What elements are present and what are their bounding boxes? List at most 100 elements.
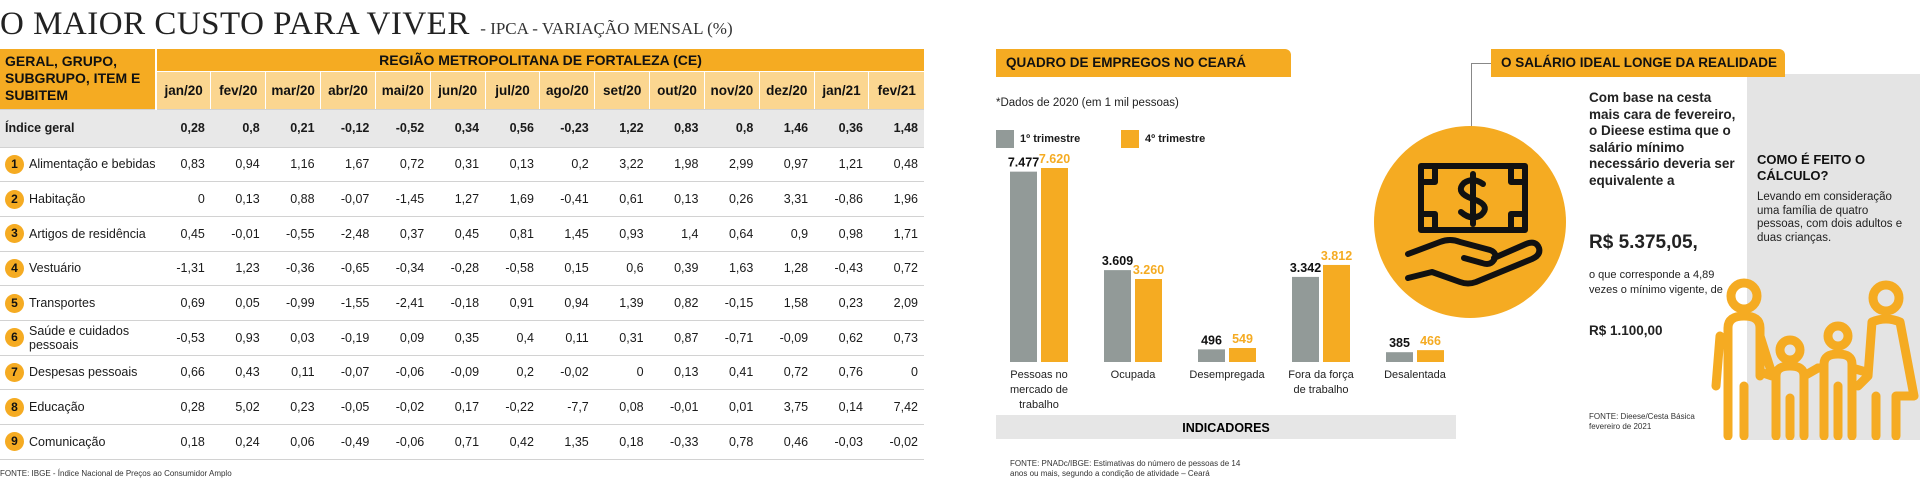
table-cell: 0,73 [868, 320, 924, 356]
bar-q4 [1229, 348, 1256, 362]
table-cell: 0,46 [759, 424, 815, 460]
table-cell: -2,48 [320, 216, 376, 252]
legend-item-q1: 1º trimestre [996, 130, 1080, 148]
table-cell: -0,58 [485, 251, 540, 287]
table-cell: 1,71 [868, 216, 924, 252]
table-cell: -0,15 [704, 285, 760, 321]
table-cell: -0,02 [375, 389, 431, 425]
month-header: set/20 [594, 71, 650, 110]
category-label: de trabalho [1293, 384, 1348, 396]
table-row: 8 Educação 0,28 5,02 0,23 -0,05 -0,02 0,17 -0,22… [0, 389, 924, 425]
table-cell: 0 [156, 181, 211, 217]
table-cell: -0,01 [210, 216, 266, 252]
month-header: fev/21 [868, 71, 924, 110]
table-cell: 7,42 [868, 389, 924, 425]
table-cell: 0,18 [156, 424, 211, 460]
adult-left-head [1726, 278, 1762, 314]
row-label: Despesas pessoais [29, 365, 138, 380]
month-header: jan/21 [813, 71, 869, 110]
salary-ideal-value: R$ 5.375,05, [1589, 232, 1698, 253]
table-cell: 1,46 [759, 109, 815, 148]
table-cell: 0,26 [704, 181, 760, 217]
row-number-badge: 5 [5, 293, 24, 313]
table-cell: -0,71 [704, 320, 760, 356]
table-cell: 1,23 [210, 251, 266, 287]
row-label-cell: 1 Alimentação e bebidas [0, 147, 157, 183]
table-cell: -0,01 [649, 389, 705, 425]
employment-note: *Dados de 2020 (em 1 mil pessoas) [996, 97, 1179, 109]
legend-label-q4: 4º trimestre [1145, 132, 1206, 145]
month-header: nov/20 [703, 71, 760, 110]
employment-title: QUADRO DE EMPREGOS NO CEARÁ [996, 49, 1291, 77]
table-cell: 0,45 [156, 216, 211, 252]
table-cell: 0,36 [814, 109, 869, 148]
table-cell: 0,56 [485, 109, 540, 148]
month-header: jul/20 [484, 71, 540, 110]
category-label: mercado de [1010, 384, 1068, 396]
bar-value-label: 496 [1201, 333, 1222, 347]
table-cell: 0,2 [539, 147, 595, 183]
month-header: mai/20 [374, 71, 431, 110]
title-main: O MAIOR CUSTO PARA VIVER [0, 6, 470, 42]
table-cell: -0,06 [375, 355, 431, 391]
table-cell: -0,43 [814, 251, 869, 287]
connector-line [1471, 63, 1472, 146]
table-cell: 1,48 [868, 109, 924, 148]
table-cell: -1,55 [320, 285, 376, 321]
table-row: 6 Saúde e cuidados pessoais -0,53 0,93 0,03-… [0, 320, 924, 356]
table-cell: 0 [594, 355, 650, 391]
table-cell: 0,2 [485, 355, 540, 391]
table-cell: -0,28 [430, 251, 486, 287]
table-cell: -0,19 [320, 320, 376, 356]
table-cell: 0,13 [210, 181, 266, 217]
employment-source: FONTE: PNADc/IBGE: Estimativas do número… [1010, 459, 1241, 478]
money-hand-icon [1405, 163, 1543, 287]
table-cell: 0,93 [210, 320, 266, 356]
row-number-badge: 6 [5, 328, 24, 348]
table-source: FONTE: IBGE - Índice Nacional de Preços … [0, 469, 232, 478]
salary-intro: Com base na cesta mais cara de fevereiro… [1589, 90, 1736, 188]
row-label-cell: 3 Artigos de residência [0, 216, 157, 252]
table-cell: 0,43 [210, 355, 266, 391]
bar-q1 [1292, 276, 1319, 362]
legend-swatch-q4 [1121, 130, 1139, 148]
month-header: mar/20 [265, 71, 321, 110]
adult-right-head [1868, 280, 1904, 316]
row-number-badge: 4 [5, 258, 24, 278]
page-title: O MAIOR CUSTO PARA VIVER - IPCA - VARIAÇ… [0, 6, 733, 43]
employment-bar-chart: INDICADORES 7.477 7.620 Pessoas no mercado … [996, 152, 1456, 439]
bar-q4 [1135, 279, 1162, 362]
table-cell: -0,07 [320, 181, 376, 217]
row-label: Índice geral [0, 109, 157, 148]
adult-right-body [1853, 314, 1919, 440]
row-label-cell: 4 Vestuário [0, 251, 157, 287]
category-label: Fora da força [1288, 369, 1354, 381]
row-label: Habitação [29, 192, 86, 207]
table-cell: -0,12 [320, 109, 376, 148]
bar-q4 [1323, 264, 1350, 362]
table-cell: 0,28 [156, 109, 211, 148]
table-cell: -0,36 [265, 251, 321, 287]
row-label: Saúde e cuidados pessoais [29, 323, 130, 352]
row-label: Educação [29, 400, 85, 415]
category-label: Ocupada [1111, 369, 1157, 381]
table-cell: 1,28 [759, 251, 815, 287]
bar-value-label: 3.260 [1133, 263, 1164, 277]
bar-value-label: 466 [1420, 334, 1441, 348]
row-label-cell: 8 Educação [0, 389, 157, 425]
table-cell: 1,27 [430, 181, 486, 217]
row-number-badge: 2 [5, 189, 24, 209]
table-cell: 3,31 [759, 181, 815, 217]
table-cell: -0,23 [539, 109, 595, 148]
month-header: dez/20 [758, 71, 815, 110]
bar-value-label: 7.620 [1039, 152, 1070, 166]
table-cell: 0,06 [265, 424, 321, 460]
child-left-body [1755, 361, 1823, 440]
table-cell: 0,88 [265, 181, 321, 217]
connector-line-h [1471, 63, 1491, 64]
table-cell: 0,39 [649, 251, 705, 287]
table-cell: 1,4 [649, 216, 705, 252]
table-cell: 0,72 [375, 147, 431, 183]
table-cell: 1,21 [814, 147, 869, 183]
hand-outline [1405, 237, 1543, 287]
